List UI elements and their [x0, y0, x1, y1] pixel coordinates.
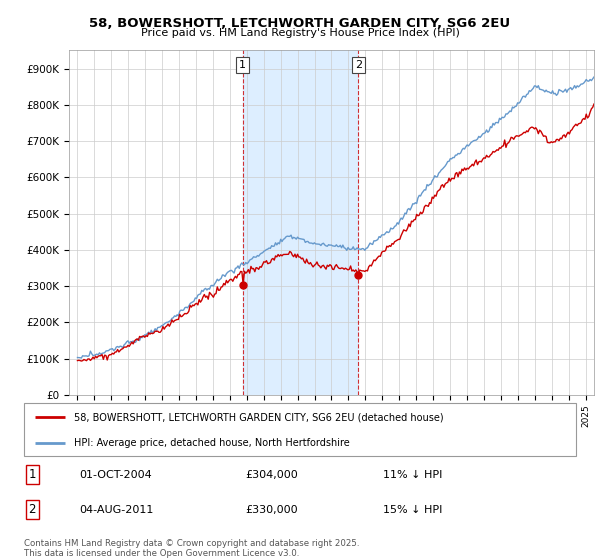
FancyBboxPatch shape [24, 403, 576, 456]
Text: 58, BOWERSHOTT, LETCHWORTH GARDEN CITY, SG6 2EU: 58, BOWERSHOTT, LETCHWORTH GARDEN CITY, … [89, 17, 511, 30]
Text: 15% ↓ HPI: 15% ↓ HPI [383, 505, 442, 515]
Text: Price paid vs. HM Land Registry's House Price Index (HPI): Price paid vs. HM Land Registry's House … [140, 28, 460, 38]
Bar [242, 50, 358, 395]
Text: 2: 2 [29, 503, 36, 516]
Text: HPI: Average price, detached house, North Hertfordshire: HPI: Average price, detached house, Nort… [74, 437, 349, 447]
Text: 1: 1 [29, 468, 36, 481]
Text: 58, BOWERSHOTT, LETCHWORTH GARDEN CITY, SG6 2EU (detached house): 58, BOWERSHOTT, LETCHWORTH GARDEN CITY, … [74, 412, 443, 422]
Text: 2: 2 [355, 60, 362, 70]
Text: 01-OCT-2004: 01-OCT-2004 [79, 470, 152, 479]
Text: £304,000: £304,000 [245, 470, 298, 479]
Text: 11% ↓ HPI: 11% ↓ HPI [383, 470, 442, 479]
Text: £330,000: £330,000 [245, 505, 298, 515]
Text: 04-AUG-2011: 04-AUG-2011 [79, 505, 154, 515]
Text: 1: 1 [239, 60, 246, 70]
Text: Contains HM Land Registry data © Crown copyright and database right 2025.
This d: Contains HM Land Registry data © Crown c… [24, 539, 359, 558]
